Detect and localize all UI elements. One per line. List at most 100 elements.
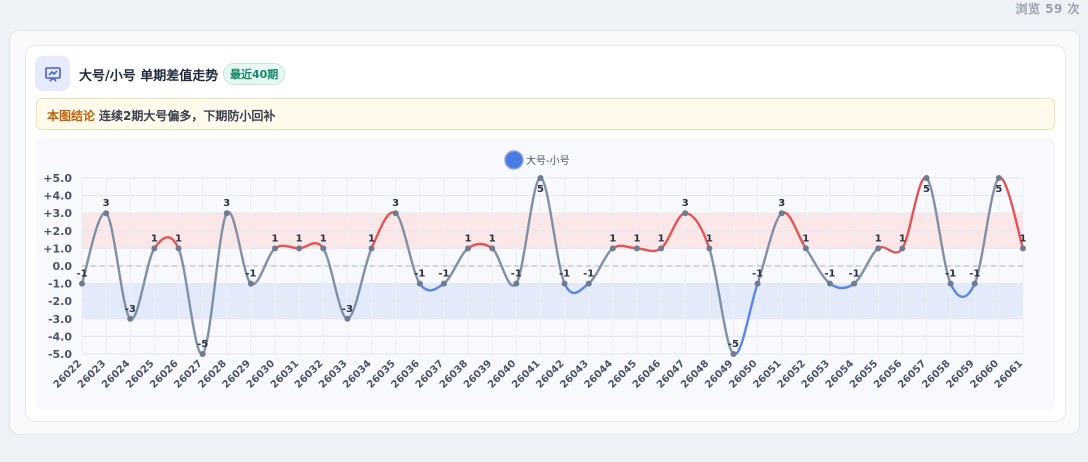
data-point: [851, 280, 858, 287]
conclusion-text: 连续2期大号偏多，下期防小回补: [99, 109, 276, 123]
data-label: 3: [392, 198, 399, 209]
data-point: [585, 280, 592, 287]
data-label: -1: [245, 269, 256, 280]
data-point: [79, 280, 85, 287]
data-label: -1: [752, 269, 763, 280]
data-point: [103, 210, 110, 217]
data-label: 1: [875, 233, 882, 244]
y-tick-label: 0.0: [53, 260, 73, 273]
data-label: 1: [368, 233, 375, 244]
y-tick-label: +5.0: [43, 172, 72, 185]
y-tick-label: -1.0: [48, 278, 72, 291]
data-label: 1: [465, 233, 472, 244]
data-point: [296, 245, 303, 252]
data-label: 1: [320, 233, 327, 244]
data-label: 1: [151, 233, 158, 244]
data-point: [561, 280, 568, 287]
data-label: -1: [945, 269, 956, 280]
data-label: -1: [559, 269, 570, 280]
series-line-segment: [394, 212, 421, 285]
data-point: [971, 280, 978, 287]
data-point: [730, 351, 737, 357]
y-tick-label: -4.0: [48, 330, 72, 343]
chart-presentation-icon: [35, 56, 70, 91]
data-point: [658, 245, 665, 252]
data-point: [947, 280, 954, 287]
data-point: [923, 175, 930, 181]
legend-label: 大号-小号: [526, 154, 570, 167]
series-line-segment: [177, 247, 204, 356]
data-point: [754, 280, 761, 287]
data-label: 5: [995, 184, 1002, 195]
data-label: -1: [969, 269, 980, 280]
data-label: 5: [537, 184, 544, 195]
data-label: 1: [272, 233, 279, 244]
outer-panel: 大号/小号 单期差值走势 最近40期 本图结论 连续2期大号偏多，下期防小回补 …: [9, 30, 1080, 435]
data-point: [416, 280, 423, 287]
data-label: 5: [923, 184, 930, 195]
y-tick-label: -5.0: [48, 348, 72, 361]
data-label: 1: [633, 233, 640, 244]
series-line-segment: [515, 176, 542, 285]
data-point: [199, 351, 206, 357]
data-point: [802, 245, 809, 252]
conclusion-box: 本图结论 连续2期大号偏多，下期防小回补: [36, 98, 1055, 130]
data-point: [995, 175, 1002, 181]
data-label: 1: [802, 233, 809, 244]
y-tick-label: +1.0: [43, 242, 72, 255]
series-line-segment: [539, 176, 566, 285]
data-point: [440, 280, 447, 287]
series-line-segment: [104, 212, 132, 320]
data-label: 3: [682, 198, 689, 209]
data-label: 1: [658, 233, 665, 244]
data-point: [778, 210, 785, 217]
series-line-segment: [925, 176, 952, 285]
series-line-segment: [949, 282, 976, 298]
data-label: -5: [197, 339, 208, 350]
data-point: [899, 245, 906, 252]
y-tick-label: +3.0: [43, 207, 72, 220]
data-label: -1: [76, 269, 87, 280]
chart-area: +5.0 +4.0 +3.0 +2.0 +1.0 0.0 -1.0 -2.0 -3.0 -4.0 -…: [36, 138, 1055, 410]
y-tick-label: +4.0: [43, 190, 72, 203]
data-label: -1: [824, 269, 835, 280]
data-label: 3: [223, 198, 230, 209]
data-point: [465, 245, 472, 252]
data-point: [272, 245, 279, 252]
series-line-segment: [708, 247, 735, 356]
series-line-segment: [490, 247, 518, 287]
data-label: -1: [414, 269, 425, 280]
series-line-segment: [973, 176, 1001, 285]
series-line-segment: [153, 236, 180, 250]
view-count: 浏览 59 次: [1015, 2, 1080, 16]
data-label: 1: [609, 233, 616, 244]
legend-marker: [504, 150, 524, 170]
data-point: [175, 245, 182, 252]
data-label: 1: [706, 233, 713, 244]
data-point: [489, 245, 496, 252]
data-point: [537, 175, 544, 181]
series-line-segment: [756, 212, 783, 285]
data-point: [320, 245, 327, 252]
y-tick-label: +2.0: [43, 225, 72, 238]
data-label: 3: [778, 198, 785, 209]
data-label: -3: [342, 304, 353, 315]
data-point: [609, 245, 616, 252]
data-point: [151, 245, 158, 252]
data-point: [875, 245, 882, 252]
data-label: 3: [103, 198, 110, 209]
data-point: [1020, 245, 1026, 252]
data-label: -1: [438, 269, 449, 280]
data-label: 1: [1020, 233, 1027, 244]
data-label: -1: [849, 269, 860, 280]
chart-title: 大号/小号 单期差值走势: [79, 69, 219, 84]
period-badge: 最近40期: [223, 63, 286, 85]
data-point: [247, 280, 254, 287]
data-point: [127, 315, 134, 322]
data-point: [706, 245, 713, 252]
conclusion-label: 本图结论: [47, 109, 96, 123]
series-line-segment: [201, 212, 228, 356]
data-label: 1: [175, 233, 182, 244]
data-point: [826, 280, 833, 287]
data-label: 1: [899, 233, 906, 244]
